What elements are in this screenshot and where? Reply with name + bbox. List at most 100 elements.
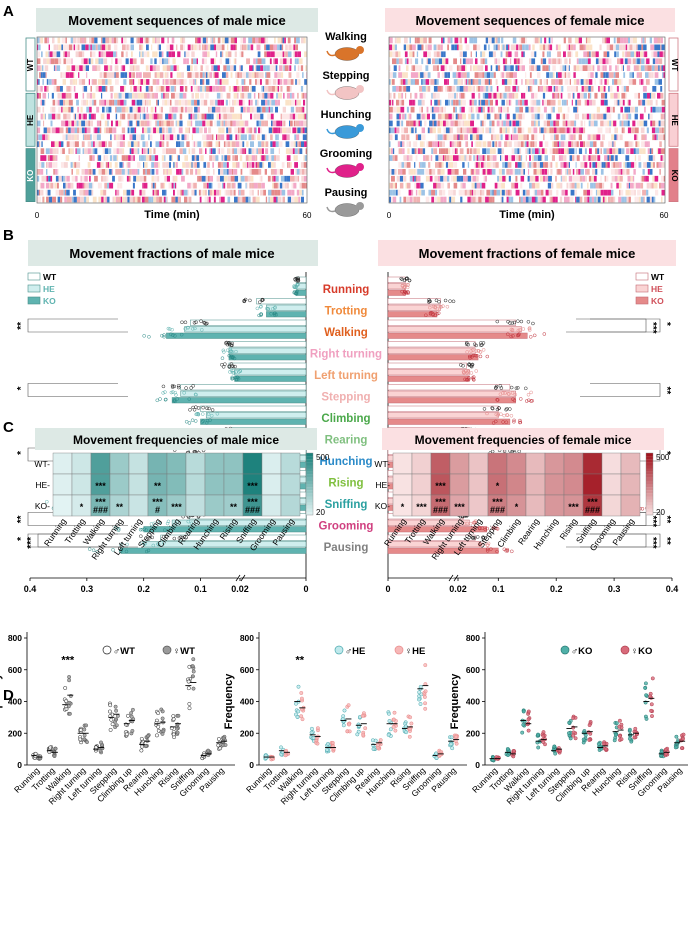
fraction-bar-he xyxy=(387,326,522,333)
sequence-segment xyxy=(576,65,580,71)
heatmap-cell xyxy=(109,473,130,496)
sequence-segment xyxy=(463,72,467,78)
sequence-segment xyxy=(97,79,102,85)
sequence-segment xyxy=(431,148,434,154)
sequence-segment xyxy=(405,79,408,85)
sequence-segment xyxy=(76,134,79,141)
sequence-segment xyxy=(583,86,585,92)
sequence-segment xyxy=(206,134,210,141)
female-time-end: 60 xyxy=(660,211,669,220)
sequence-segment xyxy=(547,182,552,189)
heatmap-cell xyxy=(601,473,622,496)
sequence-segment xyxy=(268,155,272,161)
sequence-segment xyxy=(490,106,494,113)
sequence-segment xyxy=(99,99,101,106)
fraction-point xyxy=(230,355,235,360)
sequence-segment xyxy=(179,92,183,99)
sequence-segment xyxy=(166,120,171,127)
sequence-segment xyxy=(455,120,458,127)
sequence-segment xyxy=(519,99,522,106)
sequence-segment xyxy=(278,148,280,154)
sequence-segment xyxy=(211,182,213,189)
sequence-segment xyxy=(448,189,451,196)
sig-marker: ** xyxy=(661,387,672,395)
sequence-segment xyxy=(504,72,506,78)
fraction-point xyxy=(472,520,477,525)
sequence-segment xyxy=(589,79,593,85)
sequence-segment xyxy=(302,169,305,175)
sequence-segment xyxy=(76,196,81,203)
sequence-segment xyxy=(638,162,642,168)
sequence-segment xyxy=(600,175,602,182)
sequence-segment xyxy=(284,65,289,71)
sequence-segment xyxy=(288,72,292,78)
sequence-segment xyxy=(280,120,283,127)
fraction-point xyxy=(142,527,147,531)
sequence-segment xyxy=(154,182,157,189)
sequence-segment xyxy=(190,86,193,92)
fraction-point xyxy=(448,299,452,303)
sequence-segment xyxy=(421,44,424,51)
heatmap-sig: ### xyxy=(490,505,505,515)
sequence-segment xyxy=(285,141,290,147)
fraction-point xyxy=(481,536,486,540)
fraction-point xyxy=(527,326,532,330)
sequence-segment xyxy=(441,72,445,78)
sequence-segment xyxy=(495,79,498,85)
sequence-segment xyxy=(200,155,204,161)
sequence-segment xyxy=(41,175,45,182)
sequence-segment xyxy=(42,196,44,203)
sequence-segment xyxy=(556,127,560,134)
sequence-segment xyxy=(67,51,70,58)
sequence-segment xyxy=(294,196,299,203)
sequence-segment xyxy=(86,127,91,134)
sequence-segment xyxy=(125,92,129,99)
sequence-segment xyxy=(586,99,589,106)
sequence-segment xyxy=(641,134,645,141)
sequence-segment xyxy=(270,51,274,58)
sequence-segment xyxy=(513,58,517,65)
colorbar-step xyxy=(646,487,653,491)
sequence-segment xyxy=(595,72,598,78)
sequence-segment xyxy=(243,44,247,51)
sequence-segment xyxy=(481,196,485,203)
sequence-segment xyxy=(504,155,509,161)
sequence-segment xyxy=(629,44,633,51)
legend-swatch xyxy=(635,272,649,281)
heatmap-cell xyxy=(430,452,451,475)
sequence-segment xyxy=(189,72,192,78)
legend-label-walking: Walking xyxy=(325,31,367,43)
heatmap-cell xyxy=(223,452,244,475)
sequence-segment xyxy=(66,44,69,51)
sequence-segment xyxy=(415,169,418,175)
sequence-segment xyxy=(515,175,518,182)
sequence-segment xyxy=(571,148,575,154)
sequence-segment xyxy=(429,169,432,175)
sequence-segment xyxy=(525,79,527,85)
sequence-segment xyxy=(207,196,209,203)
sequence-segment xyxy=(110,92,113,99)
sequence-segment xyxy=(531,113,535,120)
sequence-segment xyxy=(253,182,258,189)
sequence-segment xyxy=(250,141,254,147)
heatmap-cell xyxy=(506,473,527,496)
sequence-segment xyxy=(252,196,256,203)
sequence-segment xyxy=(447,37,451,44)
sequence-segment xyxy=(140,58,143,65)
sequence-segment xyxy=(611,134,615,141)
sequence-segment xyxy=(476,134,480,141)
sequence-segment xyxy=(155,189,158,196)
sequence-segment xyxy=(566,99,568,106)
sequence-segment xyxy=(543,175,545,182)
sequence-segment xyxy=(633,65,636,71)
sequence-segment xyxy=(501,120,504,127)
sequence-segment xyxy=(415,127,417,134)
sequence-segment xyxy=(107,120,109,127)
sequence-segment xyxy=(421,127,425,134)
sequence-segment xyxy=(156,127,160,134)
sequence-segment xyxy=(515,79,518,85)
sequence-segment xyxy=(296,127,298,134)
sequence-segment xyxy=(660,37,663,44)
sequence-segment xyxy=(560,141,565,147)
sequence-segment xyxy=(501,106,506,113)
